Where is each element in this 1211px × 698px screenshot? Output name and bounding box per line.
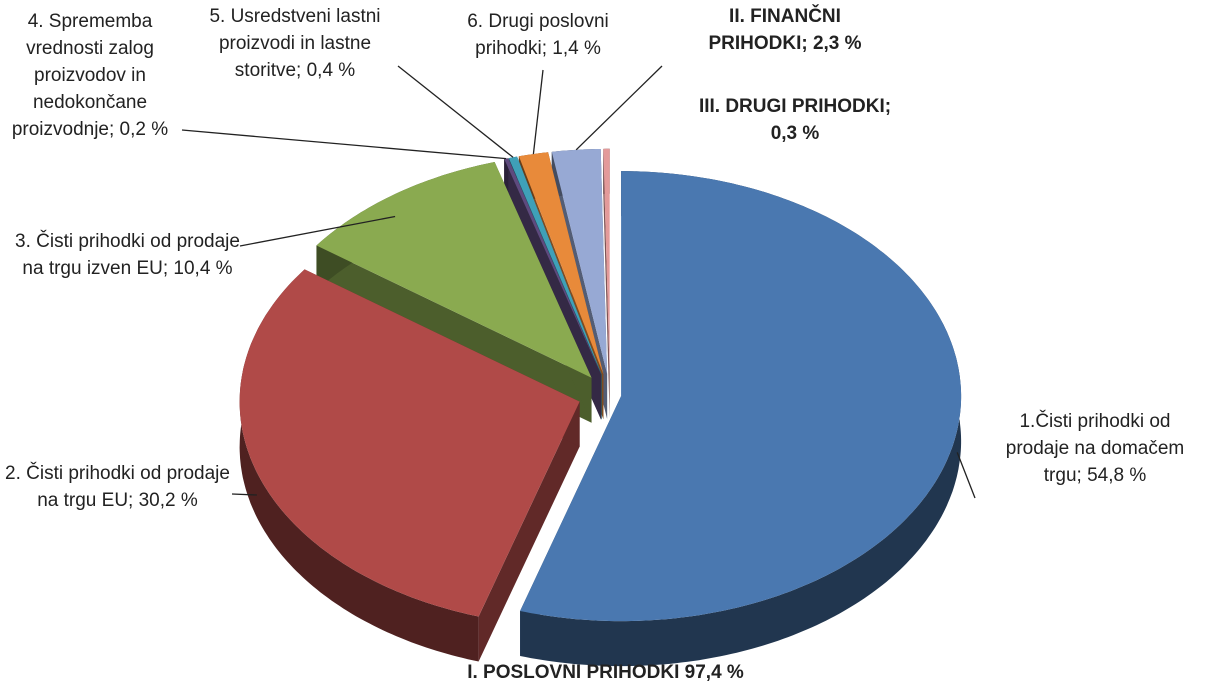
leader-line — [956, 452, 976, 499]
leader-line — [231, 493, 257, 496]
slice — [518, 152, 604, 375]
leader-line — [181, 129, 507, 160]
slice — [603, 148, 610, 374]
slice-face — [478, 401, 580, 662]
leader-line — [532, 69, 544, 155]
slice — [551, 149, 608, 374]
leader-line — [239, 215, 396, 247]
slice-face — [603, 148, 610, 419]
data-label: 3. Čisti prihodki od prodaje na trgu izv… — [15, 231, 240, 279]
slice-side — [239, 269, 479, 662]
data-label: 4. Sprememba vrednosti zalog proizvodov … — [11, 11, 169, 140]
data-label: 6. Drugi poslovni prihodki; 1,4 % — [467, 11, 609, 59]
data-label: III. DRUGI PRIHODKI; 0,3 % — [698, 96, 892, 144]
leader-line — [397, 65, 514, 158]
annotation: I. POSLOVNI PRIHODKI 97,4 % — [467, 662, 744, 683]
data-label: 1.Čisti prihodki od prodaje na domačem t… — [1005, 411, 1185, 486]
data-label: 5. Usredstveni lastni proizvodi in lastn… — [209, 6, 381, 81]
slice — [520, 171, 962, 622]
slice — [316, 162, 592, 378]
slice — [508, 156, 602, 375]
data-label: 2. Čisti prihodki od prodaje na trgu EU;… — [5, 463, 230, 511]
slice — [504, 158, 602, 375]
leader-line — [575, 65, 663, 151]
data-label: II. FINANČNI PRIHODKI; 2,3 % — [708, 6, 862, 54]
slice — [239, 269, 580, 617]
